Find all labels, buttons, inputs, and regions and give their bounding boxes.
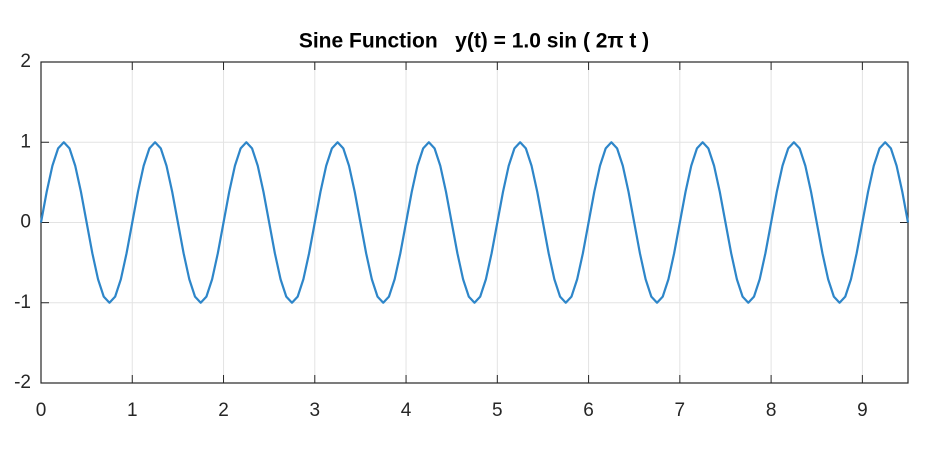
y-tick-label: 1	[20, 131, 31, 152]
y-tick-label: -1	[14, 292, 31, 313]
y-tick-label: 2	[20, 51, 31, 72]
x-tick-label: 1	[127, 400, 138, 421]
x-tick-label: 6	[583, 400, 594, 421]
x-tick-label: 8	[766, 400, 777, 421]
x-tick-label: 0	[36, 400, 47, 421]
x-tick-label: 3	[310, 400, 321, 421]
x-tick-label: 9	[857, 400, 868, 421]
series-line	[39, 141, 910, 304]
y-tick-label: 0	[20, 212, 31, 233]
x-tick-label: 4	[401, 400, 412, 421]
x-tick-label: 7	[675, 400, 686, 421]
x-tick-label: 5	[492, 400, 503, 421]
x-tick-label: 2	[218, 400, 229, 421]
chart-title: Sine Function y(t) = 1.0 sin ( 2π t )	[299, 30, 649, 53]
y-tick-label: -2	[14, 372, 31, 393]
